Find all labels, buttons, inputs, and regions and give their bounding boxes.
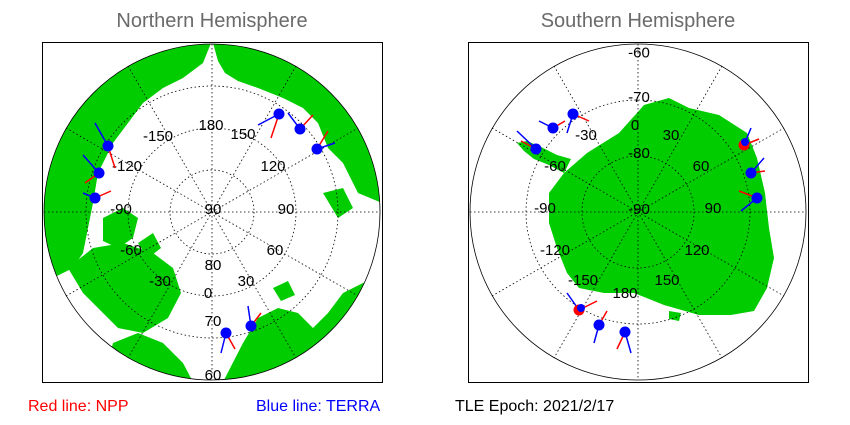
north-lon-label: 60	[267, 242, 284, 259]
satellite-marker	[245, 305, 262, 332]
north-map-title: Northern Hemisphere	[116, 10, 308, 32]
south-lon-label: -60	[544, 158, 566, 175]
satellite-marker	[82, 190, 112, 204]
north-graticule	[43, 43, 381, 381]
satellite-marker	[220, 327, 236, 354]
north-lat-label: 90	[205, 201, 222, 218]
south-lon-label: -150	[568, 272, 598, 289]
south-lon-label: 0	[631, 117, 639, 134]
south-map-title: Southern Hemisphere	[540, 10, 736, 32]
north-satellite-tracks	[82, 108, 336, 354]
south-polar-map: 0 30 -30 60 -60 90 -90 120 -120 150 -150…	[468, 42, 809, 383]
satellite-marker	[82, 154, 105, 184]
north-lon-label: 0	[204, 285, 212, 302]
satellite-marker	[738, 127, 760, 151]
south-lon-label: -120	[540, 242, 570, 259]
south-lon-label: -90	[534, 200, 556, 217]
north-lon-label: -30	[149, 273, 171, 290]
north-lon-label: 150	[230, 126, 255, 143]
south-lon-label: -30	[575, 127, 597, 144]
north-lat-label: 60	[205, 367, 222, 382]
south-graticule	[469, 43, 807, 381]
north-lon-label: -90	[110, 201, 132, 218]
legend-terra: Blue line: TERRA	[256, 398, 381, 415]
south-map-canvas: 0 30 -30 60 -60 90 -90 120 -120 150 -150…	[469, 43, 807, 381]
north-lon-label: 180	[198, 117, 223, 134]
south-lon-label: 30	[663, 127, 680, 144]
south-satellite-tracks	[516, 108, 766, 354]
north-polar-map: 180 150 -150 120 -120 90 -90 60 -60 30 -…	[42, 42, 383, 383]
satellite-marker	[566, 292, 598, 316]
south-lon-label: 60	[693, 158, 710, 175]
legend-npp: Red line: NPP	[28, 398, 129, 415]
satellite-marker	[287, 112, 314, 135]
south-lat-label: -90	[628, 201, 650, 218]
south-lon-label: 180	[612, 285, 637, 302]
satellite-marker	[94, 122, 116, 169]
satellite-marker	[516, 130, 542, 155]
north-lon-label: -120	[112, 158, 142, 175]
south-lat-label: -70	[628, 89, 650, 106]
satellite-marker	[593, 310, 608, 344]
north-lat-label: 70	[205, 313, 222, 330]
south-lat-label: -80	[628, 145, 650, 162]
north-lon-label: -60	[120, 242, 142, 259]
south-lon-label: 90	[705, 200, 722, 217]
satellite-marker	[566, 108, 590, 134]
north-lon-label: 90	[278, 201, 295, 218]
north-lon-label: 120	[260, 158, 285, 175]
north-lon-label: -150	[143, 128, 173, 145]
satellite-marker	[538, 120, 566, 134]
north-lon-label: 30	[238, 273, 255, 290]
satellite-marker	[616, 326, 632, 354]
tle-epoch: TLE Epoch: 2021/2/17	[455, 398, 615, 415]
north-map-canvas: 180 150 -150 120 -120 90 -90 60 -60 30 -…	[43, 43, 381, 382]
south-lon-label: 150	[654, 272, 679, 289]
satellite-marker	[311, 130, 336, 155]
south-lon-label: 120	[684, 242, 709, 259]
south-lat-label: -60	[628, 44, 650, 61]
satellite-marker	[738, 190, 763, 212]
north-lat-label: 80	[205, 257, 222, 274]
satellite-marker	[257, 108, 285, 139]
satellite-marker	[745, 157, 766, 179]
